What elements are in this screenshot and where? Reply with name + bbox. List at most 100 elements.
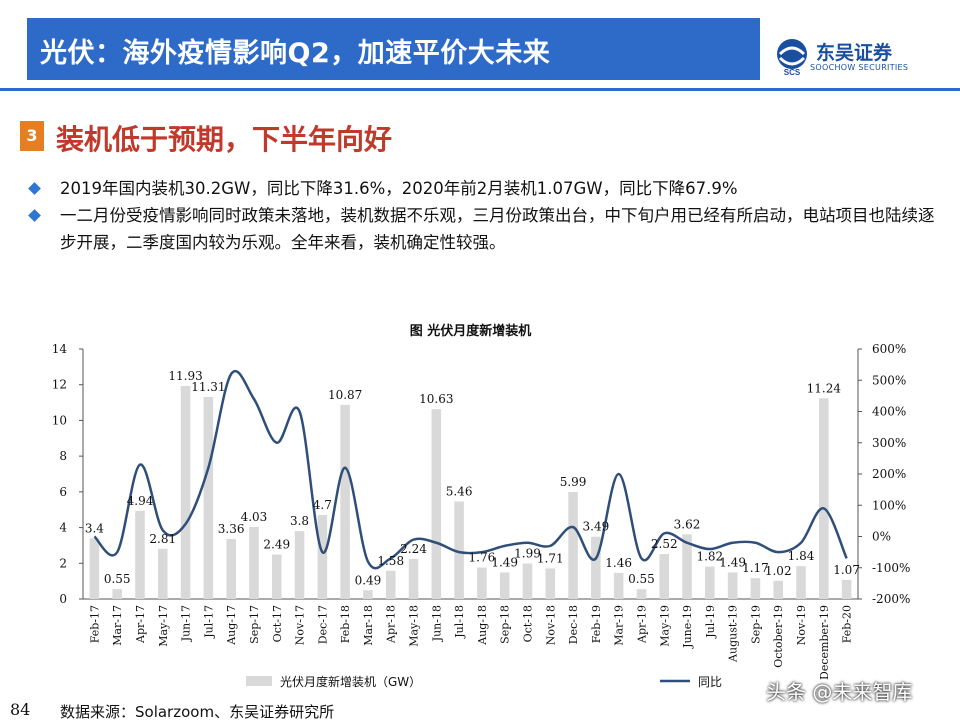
legend-bar-label: 光伏月度新增装机（GW） (280, 674, 421, 689)
x-tick-label: Sep-19 (749, 605, 762, 644)
bar (157, 548, 168, 599)
bar (226, 539, 236, 599)
x-tick-label: May-19 (658, 605, 671, 647)
bar (454, 501, 464, 599)
bar-data-label: 3.4 (85, 521, 104, 535)
installation-chart: 图 光伏月度新增装机 0 2 4 6 8 10 12 14 -200% -100% 0% 100% 200… (52, 323, 911, 689)
x-tick-label: Aug-17 (225, 605, 238, 646)
x-tick-label: Oct-18 (521, 605, 534, 642)
bar-data-label: 1.46 (605, 556, 632, 570)
left-tick-label: 10 (52, 413, 67, 427)
bar-data-label: 1.17 (742, 561, 769, 575)
header-divider (0, 88, 960, 91)
bar (363, 590, 373, 599)
bar-data-label: 3.36 (218, 522, 245, 536)
x-tick-label: Jul-17 (202, 605, 215, 639)
bar (271, 554, 282, 599)
bar (317, 515, 328, 599)
logo-text-en: SOOCHOW SECURITIES (810, 63, 909, 72)
bullet-item-1: 2019年国内装机30.2GW，同比下降31.6%，2020年前2月装机1.07… (28, 175, 935, 202)
left-tick-label: 6 (59, 485, 67, 499)
bar (659, 554, 670, 599)
x-tick-label: August-19 (727, 605, 740, 663)
bar (294, 531, 305, 599)
right-tick-label: 500% (872, 373, 906, 387)
x-tick-label: Jun-17 (180, 605, 193, 642)
right-tick-label: -100% (872, 561, 910, 575)
x-tick-label: Feb-20 (841, 605, 854, 643)
bar (819, 398, 829, 599)
x-tick-label: Jul-19 (704, 605, 717, 639)
watermark: 头条 @未来智库 (766, 680, 913, 704)
bar-data-label: 10.63 (419, 392, 453, 406)
yoy-line (93, 370, 848, 570)
bar (408, 559, 419, 599)
x-tick-label: Feb-17 (88, 605, 101, 643)
x-tick-label: Nov-18 (544, 605, 557, 645)
x-tick-label: Aug-18 (476, 605, 489, 646)
bar (431, 409, 442, 599)
bar-data-label: 1.02 (765, 564, 792, 578)
bullet-text-1: 2019年国内装机30.2GW，同比下降31.6%，2020年前2月装机1.07… (60, 179, 738, 198)
bar-data-label: 5.99 (560, 475, 587, 489)
bar-data-label: 4.03 (241, 510, 268, 524)
bar-data-label: 1.49 (719, 555, 746, 569)
logo-text-cn: 东吴证券 (816, 42, 893, 64)
bar (727, 572, 738, 599)
bar-data-label: 2.49 (263, 538, 290, 552)
bar-data-label: 1.76 (469, 551, 496, 565)
page-number: 84 (10, 700, 31, 719)
bar (613, 572, 624, 599)
bar (180, 385, 191, 599)
x-tick-label: June-19 (681, 605, 694, 649)
bar-data-label: 10.87 (328, 388, 362, 402)
bar-data-label: 11.31 (191, 380, 225, 394)
bar-data-label: 5.46 (446, 485, 473, 499)
header-bar (27, 18, 760, 80)
bar (499, 572, 510, 599)
x-tick-label: Feb-18 (339, 605, 352, 643)
page-title: 光伏：海外疫情影响Q2，加速平价大未来 (40, 38, 551, 69)
right-tick-label: -200% (872, 592, 910, 606)
x-tick-label: Apr-19 (635, 605, 648, 644)
bar-data-label: 1.82 (696, 550, 723, 564)
bar (705, 566, 715, 599)
bar (841, 579, 852, 599)
x-tick-label: Dec-18 (567, 605, 580, 644)
bar-data-label: 2.81 (149, 532, 176, 546)
section-number-badge: 3 (20, 121, 44, 151)
bar (636, 589, 647, 599)
bar-data-label: 2.52 (651, 537, 678, 551)
right-tick-label: 300% (872, 436, 906, 450)
x-tick-label: Sep-17 (248, 605, 261, 644)
left-tick-label: 2 (59, 556, 67, 570)
bar-data-label: 3.62 (674, 517, 701, 531)
bar (682, 534, 692, 599)
bar (135, 510, 145, 599)
bar-data-label: 1.07 (833, 563, 860, 577)
x-tick-label: Apr-17 (134, 605, 147, 644)
legend-line-label: 同比 (698, 675, 722, 689)
legend-bar-swatch (246, 676, 272, 686)
right-tick-label: 0% (872, 530, 891, 544)
x-tick-label: May-17 (157, 605, 170, 647)
x-tick-label: Nov-19 (795, 605, 808, 645)
company-logo: SCS 东吴证券 SOOCHOW SECURITIES (772, 36, 932, 80)
x-tick-label: Jun-18 (430, 605, 443, 642)
bar-data-label: 0.49 (355, 573, 382, 587)
bar (385, 570, 396, 599)
bar-data-label: 4.94 (127, 494, 154, 508)
left-tick-label: 12 (52, 378, 67, 392)
section-title: 装机低于预期，下半年向好 (56, 123, 393, 156)
bar-data-label: 1.99 (514, 546, 541, 560)
right-tick-label: 600% (872, 342, 906, 356)
x-tick-label: Mar-19 (613, 605, 626, 646)
bar-data-label: 1.49 (491, 555, 518, 569)
bar (522, 563, 533, 599)
bullet-item-2: 一二月份受疫情影响同时政策未落地，装机数据不乐观，三月份政策出台，中下旬户用已经… (28, 202, 935, 256)
left-tick-label: 8 (59, 449, 67, 463)
bar-data-label: 0.55 (104, 572, 131, 586)
left-tick-label: 14 (52, 342, 68, 356)
logo-mark-icon: SCS (777, 39, 807, 76)
bar (112, 589, 122, 599)
